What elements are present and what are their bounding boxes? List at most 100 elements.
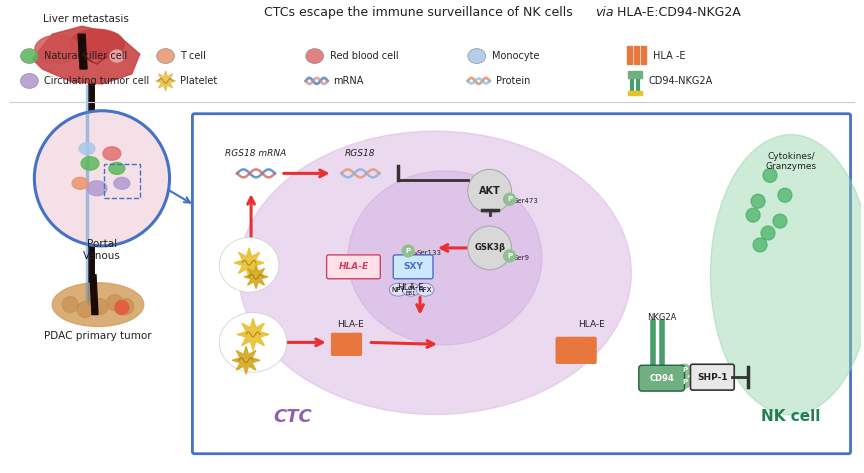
- Polygon shape: [232, 346, 260, 374]
- Ellipse shape: [348, 171, 542, 345]
- FancyBboxPatch shape: [332, 333, 341, 355]
- Bar: [104, 165, 140, 198]
- Text: NK cell: NK cell: [761, 410, 821, 424]
- Text: Red blood cell: Red blood cell: [329, 51, 398, 61]
- Text: HLA-E: HLA-E: [397, 283, 423, 292]
- Polygon shape: [90, 275, 98, 315]
- Text: CR
EB1: CR EB1: [406, 286, 416, 296]
- Polygon shape: [78, 34, 87, 69]
- Bar: [628, 71, 642, 78]
- Circle shape: [778, 188, 792, 202]
- Text: CTC: CTC: [273, 408, 312, 426]
- Text: HLA-E: HLA-E: [578, 320, 605, 329]
- Circle shape: [92, 298, 108, 315]
- FancyBboxPatch shape: [586, 337, 596, 363]
- Polygon shape: [234, 248, 264, 278]
- Circle shape: [761, 226, 775, 240]
- Bar: [634, 46, 638, 64]
- Text: P: P: [405, 248, 410, 254]
- FancyBboxPatch shape: [576, 337, 586, 363]
- Text: P: P: [682, 367, 687, 373]
- Ellipse shape: [306, 49, 324, 63]
- Bar: [641, 46, 645, 64]
- Circle shape: [402, 245, 414, 257]
- Text: RGS18 mRNA: RGS18 mRNA: [226, 149, 287, 158]
- Polygon shape: [32, 26, 140, 84]
- Text: RGS18: RGS18: [346, 149, 376, 158]
- Text: HLA-E: HLA-E: [337, 320, 364, 329]
- Circle shape: [62, 297, 78, 313]
- Circle shape: [115, 301, 129, 315]
- Circle shape: [77, 302, 93, 317]
- FancyBboxPatch shape: [193, 114, 850, 454]
- Text: Cytokines/
Granzymes: Cytokines/ Granzymes: [766, 152, 816, 171]
- Text: SHP-1: SHP-1: [697, 373, 727, 382]
- Text: NKG2A: NKG2A: [647, 313, 677, 322]
- Ellipse shape: [21, 49, 38, 63]
- Text: P: P: [507, 196, 512, 202]
- Circle shape: [773, 214, 787, 228]
- Text: Circulating tumor cell: Circulating tumor cell: [44, 76, 149, 86]
- FancyBboxPatch shape: [327, 255, 380, 279]
- Polygon shape: [245, 265, 268, 289]
- Text: T cell: T cell: [181, 51, 206, 61]
- Ellipse shape: [81, 157, 99, 170]
- Text: Liver metastasis: Liver metastasis: [43, 14, 129, 24]
- Text: CD94-NKG2A: CD94-NKG2A: [649, 76, 713, 86]
- Text: Natural killer cell: Natural killer cell: [44, 51, 128, 61]
- Circle shape: [107, 295, 123, 311]
- Bar: [628, 91, 642, 95]
- Text: Ser473: Ser473: [513, 198, 538, 204]
- FancyBboxPatch shape: [690, 364, 734, 390]
- Circle shape: [118, 298, 134, 315]
- Circle shape: [746, 208, 760, 222]
- Circle shape: [467, 169, 511, 213]
- Ellipse shape: [416, 283, 434, 296]
- Ellipse shape: [219, 313, 287, 372]
- Ellipse shape: [87, 181, 107, 196]
- Ellipse shape: [35, 35, 79, 63]
- Polygon shape: [156, 71, 175, 91]
- Text: SXY: SXY: [403, 263, 423, 272]
- Circle shape: [35, 111, 169, 246]
- Text: NFY: NFY: [391, 287, 405, 293]
- Text: HLA-E:CD94-NKG2A: HLA-E:CD94-NKG2A: [613, 6, 740, 19]
- Circle shape: [678, 364, 690, 376]
- Text: HLA-E: HLA-E: [339, 263, 369, 272]
- Circle shape: [467, 226, 511, 270]
- Ellipse shape: [21, 73, 38, 88]
- Ellipse shape: [52, 283, 143, 326]
- Text: AKT: AKT: [479, 186, 500, 196]
- Ellipse shape: [114, 177, 130, 189]
- Text: PDAC primary tumor: PDAC primary tumor: [44, 332, 152, 342]
- Text: Monocyte: Monocyte: [492, 51, 539, 61]
- FancyBboxPatch shape: [638, 365, 684, 391]
- Circle shape: [504, 193, 516, 205]
- Text: Platelet: Platelet: [181, 76, 218, 86]
- Ellipse shape: [70, 29, 124, 59]
- Text: Portal
Venous: Portal Venous: [83, 239, 121, 261]
- Ellipse shape: [710, 135, 864, 415]
- Ellipse shape: [72, 177, 88, 189]
- Circle shape: [678, 376, 690, 388]
- Ellipse shape: [467, 49, 486, 63]
- Ellipse shape: [110, 50, 124, 62]
- FancyBboxPatch shape: [393, 255, 433, 279]
- Ellipse shape: [219, 237, 279, 292]
- Text: Protein: Protein: [496, 76, 530, 86]
- Circle shape: [504, 250, 516, 262]
- Text: via: via: [595, 6, 613, 19]
- Circle shape: [751, 194, 765, 208]
- Ellipse shape: [109, 162, 124, 175]
- Text: GSK3β: GSK3β: [474, 244, 505, 253]
- FancyBboxPatch shape: [566, 337, 576, 363]
- Ellipse shape: [103, 147, 121, 160]
- Text: HLA -E: HLA -E: [652, 51, 685, 61]
- Text: CD94: CD94: [649, 374, 674, 383]
- Text: Ser9: Ser9: [513, 255, 530, 261]
- Text: CTCs escape the immune surveillance of NK cells: CTCs escape the immune surveillance of N…: [264, 6, 577, 19]
- Ellipse shape: [156, 49, 175, 63]
- Circle shape: [753, 238, 767, 252]
- Polygon shape: [237, 318, 269, 350]
- Bar: [627, 46, 632, 64]
